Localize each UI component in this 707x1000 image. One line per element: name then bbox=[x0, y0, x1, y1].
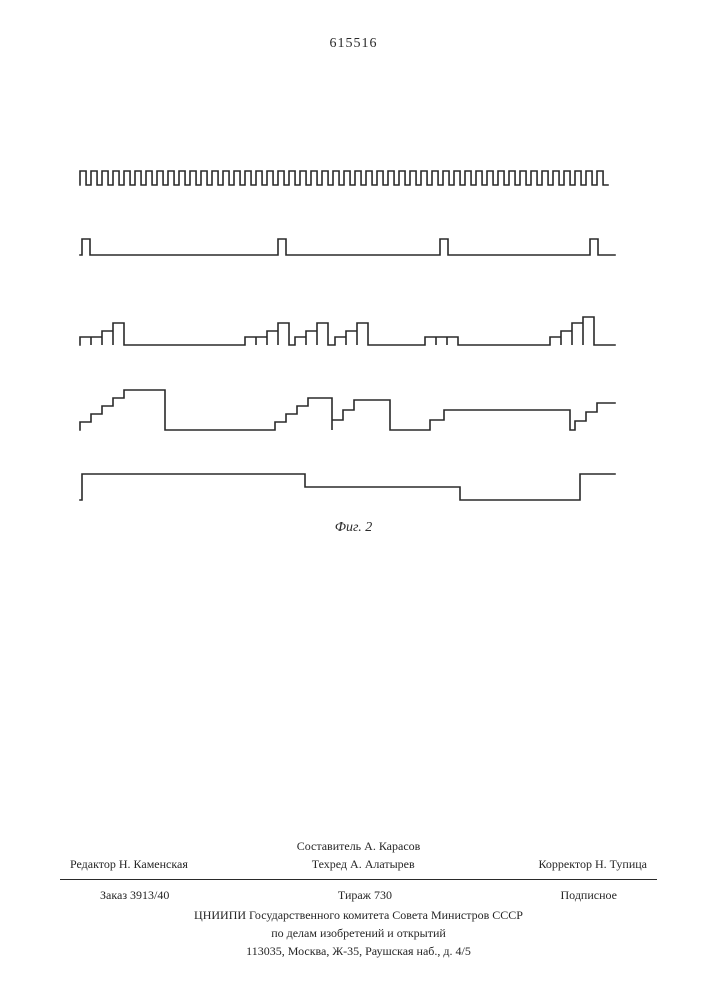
footer-address: 113035, Москва, Ж-35, Раушская наб., д. … bbox=[60, 942, 657, 960]
page: 615516 абвгд Фиг. 2 Составитель А. Карас… bbox=[0, 0, 707, 1000]
footer-podpisnoe: Подписное bbox=[561, 886, 618, 904]
footer-divider-1 bbox=[60, 879, 657, 880]
footer-org1: ЦНИИПИ Государственного комитета Совета … bbox=[60, 906, 657, 924]
footer-row-order: Заказ 3913/40 Тираж 730 Подписное bbox=[60, 884, 657, 906]
footer-order: Заказ 3913/40 bbox=[100, 886, 169, 904]
timing-diagram: абвгд bbox=[70, 150, 630, 520]
footer-org2: по делам изобретений и открытий bbox=[60, 924, 657, 942]
footer-row-credits: Редактор Н. Каменская Техред А. Алатырев… bbox=[60, 855, 657, 875]
footer-tirazh: Тираж 730 bbox=[338, 886, 392, 904]
footer-techred: Техред А. Алатырев bbox=[312, 855, 415, 873]
footer-corrector: Корректор Н. Тупица bbox=[539, 855, 647, 873]
footer-block: Составитель А. Карасов Редактор Н. Камен… bbox=[60, 837, 657, 960]
document-number: 615516 bbox=[0, 36, 707, 52]
figure-caption: Фиг. 2 bbox=[0, 520, 707, 536]
footer-editor: Редактор Н. Каменская bbox=[70, 855, 188, 873]
footer-compiler: Составитель А. Карасов bbox=[60, 837, 657, 855]
